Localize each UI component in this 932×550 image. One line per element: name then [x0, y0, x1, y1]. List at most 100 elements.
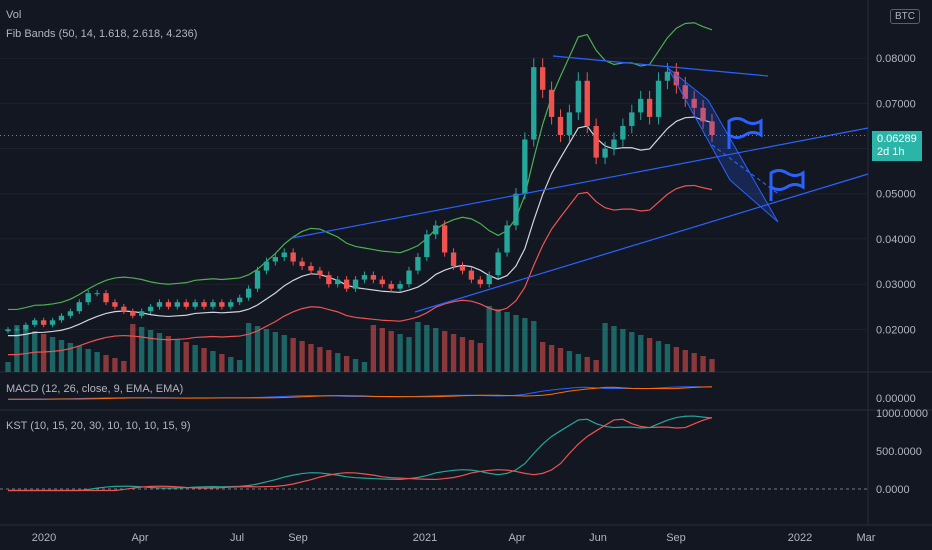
volume-bar	[655, 341, 662, 372]
volume-bar	[691, 353, 697, 372]
volume-bar	[5, 362, 11, 372]
volume-bar	[548, 345, 555, 372]
macd-signal-line	[8, 386, 713, 400]
candle-body	[504, 225, 510, 253]
volume-bar	[40, 334, 47, 372]
kst-tick-label: 1000.0000	[876, 408, 928, 420]
kst-tick-label: 0.0000	[876, 484, 910, 496]
volume-bar	[379, 328, 385, 372]
volume-bar	[103, 355, 109, 372]
volume-bar	[397, 334, 403, 372]
x-tick-label: Sep	[666, 532, 686, 544]
macd-indicator-label[interactable]: MACD (12, 26, close, 9, EMA, EMA)	[6, 383, 184, 395]
candle-body	[67, 311, 74, 316]
x-tick-label: Jun	[589, 532, 607, 544]
volume-bar	[477, 343, 483, 372]
volume-bar	[629, 332, 635, 372]
candle-body	[94, 293, 100, 295]
volume-bar	[335, 353, 341, 372]
trendline-lower-channel	[414, 173, 869, 313]
falling-channel-shape	[667, 67, 779, 223]
volume-bar	[415, 322, 421, 372]
candle-body	[477, 279, 483, 285]
candle-body	[611, 139, 617, 149]
volume-bar	[370, 325, 377, 372]
candle-body	[495, 252, 501, 276]
candle-body	[486, 275, 492, 285]
fib-bands-indicator-label[interactable]: Fib Bands (50, 14, 1.618, 2.618, 4.236)	[6, 28, 198, 40]
candle-body	[557, 116, 564, 135]
volume-bar	[682, 350, 688, 372]
volume-bar	[254, 326, 261, 372]
volume-bar	[14, 325, 20, 372]
volume-bar	[308, 344, 314, 372]
volume-bar	[424, 325, 430, 372]
last-price-tag: 0.06289 2d 1h	[872, 131, 922, 161]
volume-bar	[237, 360, 243, 372]
volume-bar	[94, 352, 100, 372]
candle-body	[459, 266, 466, 271]
volume-bar	[192, 345, 198, 372]
candle-body	[424, 234, 430, 258]
candle-body	[370, 275, 377, 280]
x-tick-label: Mar	[857, 532, 876, 544]
currency-badge[interactable]: BTC	[890, 9, 920, 24]
candle-body	[228, 302, 234, 307]
candle-body	[183, 302, 189, 307]
candle-body	[174, 302, 180, 307]
candle-body	[317, 270, 323, 276]
volume-bar	[147, 330, 154, 372]
candle-body	[335, 279, 341, 285]
time-to-close: 2d 1h	[877, 146, 905, 158]
projection-line	[711, 144, 781, 196]
volume-bar	[32, 331, 38, 372]
kst-indicator-label[interactable]: KST (10, 15, 20, 30, 10, 10, 10, 15, 9)	[6, 420, 191, 432]
volume-bar	[58, 340, 65, 372]
candle-body	[602, 148, 608, 158]
volume-bar	[317, 347, 323, 372]
x-tick-label: 2021	[413, 532, 437, 544]
y-tick-label: 0.04000	[876, 234, 916, 246]
x-tick-label: Jul	[230, 532, 244, 544]
candle-body	[121, 306, 127, 312]
y-tick-label: 0.02000	[876, 324, 916, 336]
x-tick-label: Sep	[288, 532, 308, 544]
candle-body	[450, 252, 457, 267]
volume-bar	[174, 339, 180, 372]
vol-indicator-label[interactable]: Vol	[6, 9, 22, 21]
candle-body	[664, 71, 671, 81]
candle-body	[210, 302, 216, 307]
volume-bar	[210, 351, 216, 372]
candle-body	[397, 284, 403, 289]
volume-bar	[272, 332, 279, 372]
candle-body	[709, 121, 715, 135]
last-price-value: 0.06289	[877, 133, 917, 145]
candle-body	[299, 261, 305, 267]
volume-bar	[299, 341, 305, 372]
volume-bar	[156, 333, 163, 372]
candle-body	[388, 284, 394, 289]
x-tick-label: Apr	[131, 532, 148, 544]
candle-body	[593, 125, 599, 158]
flag-icon	[769, 169, 805, 191]
candle-body	[343, 279, 350, 289]
candle-body	[352, 279, 359, 289]
candle-body	[620, 125, 626, 140]
candle-body	[147, 306, 154, 312]
candle-body	[272, 257, 279, 262]
volume-bar	[459, 337, 466, 372]
candle-body	[219, 302, 225, 307]
volume-bar	[638, 335, 644, 372]
volume-bar	[326, 350, 332, 372]
volume-bar	[504, 312, 510, 372]
volume-bar	[664, 344, 671, 372]
volume-bar	[343, 356, 350, 372]
candle-body	[49, 320, 56, 325]
candle-body	[700, 107, 706, 122]
candle-body	[522, 139, 528, 194]
volume-bar	[700, 356, 706, 372]
macd-tick-label: 0.00000	[876, 393, 916, 405]
volume-bar	[566, 351, 573, 372]
